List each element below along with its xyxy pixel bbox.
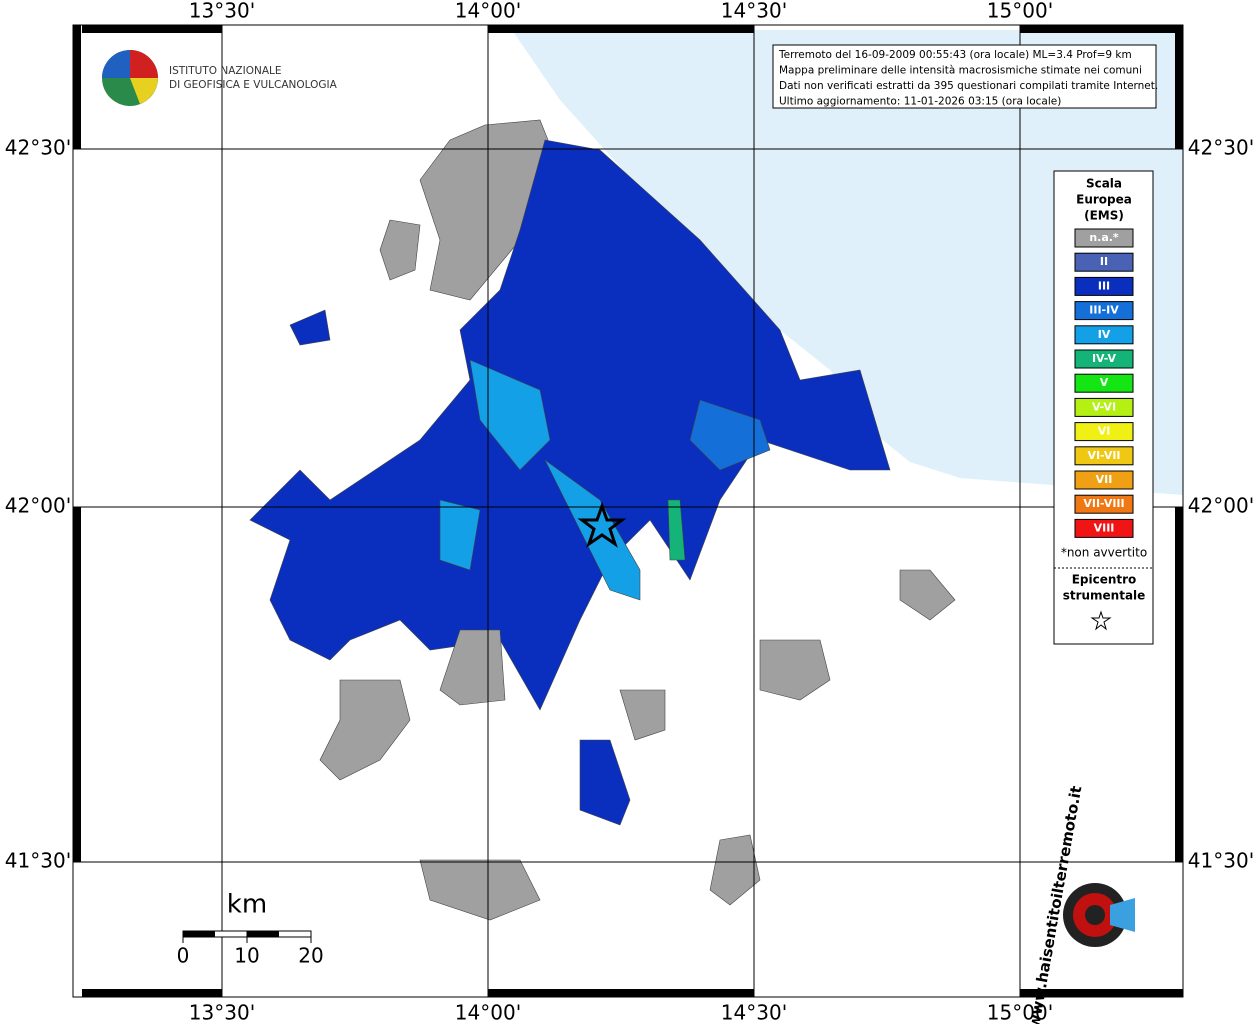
- legend-label: II: [1100, 255, 1108, 268]
- legend-swatch: [1074, 518, 1134, 538]
- iv-v-region: [667, 499, 686, 561]
- ingv-text: DI GEOFISICA E VULCANOLOGIA: [169, 79, 338, 91]
- info-line: Terremoto del 16-09-2009 00:55:43 (ora l…: [778, 49, 1132, 61]
- sea: [512, 30, 1183, 495]
- lon-label: 15°00': [987, 1001, 1053, 1025]
- scale-tick-label: 10: [234, 944, 259, 968]
- lon-label: 14°00': [455, 1001, 521, 1025]
- na-region: [439, 629, 506, 706]
- legend-label: VII-VIII: [1083, 497, 1124, 510]
- scale-segment: [247, 931, 279, 937]
- iii-region: [289, 309, 331, 346]
- legend-swatch: [1074, 276, 1134, 296]
- na-region: [619, 689, 666, 741]
- legend-swatch: [1074, 397, 1134, 417]
- iii-iv-region: [689, 399, 771, 471]
- lat-label: 42°30': [1188, 136, 1254, 160]
- map-frame: [72, 24, 1184, 998]
- legend-label: n.a.*: [1089, 231, 1119, 244]
- scale-segment: [183, 931, 215, 937]
- legend-note: *non avvertito: [1061, 546, 1147, 560]
- legend-label: VIII: [1094, 521, 1115, 534]
- legend-label: VI-VII: [1087, 449, 1120, 462]
- legend-title: (EMS): [1084, 209, 1124, 223]
- legend-label: IV: [1098, 328, 1111, 341]
- epicenter-star: [577, 501, 627, 548]
- legend-title: Europea: [1076, 193, 1132, 207]
- na-region: [759, 639, 831, 701]
- lat-label: 42°00': [1188, 494, 1254, 518]
- ingv-text: ISTITUTO NAZIONALE: [169, 65, 282, 77]
- legend-label: V-VI: [1092, 400, 1116, 413]
- legend-swatch: [1074, 301, 1134, 321]
- legend-swatch: [1074, 494, 1134, 514]
- scale-unit: km: [227, 890, 267, 920]
- legend-swatch: [1074, 373, 1134, 393]
- legend-swatch: [1074, 252, 1134, 272]
- legend-label: VI: [1098, 425, 1111, 438]
- legend-label: III: [1098, 279, 1110, 292]
- na-region: [419, 859, 541, 921]
- info-line: Ultimo aggiornamento: 11-01-2026 03:15 (…: [779, 96, 1061, 108]
- lon-label: 14°00': [455, 0, 521, 23]
- legend-swatch: [1074, 470, 1134, 490]
- legend-epicenter: strumentale: [1063, 589, 1146, 603]
- graticule: [73, 25, 1183, 997]
- lat-label: 41°30': [5, 849, 71, 873]
- lon-label: 13°30': [189, 1001, 255, 1025]
- info-line: Dati non verificati estratti da 395 ques…: [779, 80, 1158, 92]
- lon-label: 14°30': [721, 0, 787, 23]
- iii-region: [579, 739, 631, 826]
- legend-label: V: [1100, 376, 1109, 389]
- na-region: [899, 569, 956, 621]
- lat-label: 42°00': [5, 494, 71, 518]
- ingv-logo: [102, 50, 158, 106]
- info-line: Mappa preliminare delle intensità macros…: [779, 65, 1142, 77]
- na-region: [319, 679, 411, 781]
- legend-swatch: [1074, 349, 1134, 369]
- legend-swatch: [1074, 446, 1134, 466]
- iv-region: [469, 359, 551, 471]
- na-region: [709, 834, 761, 906]
- scale-tick-label: 0: [177, 944, 190, 968]
- lat-label: 42°30': [5, 136, 71, 160]
- scale-tick-label: 20: [298, 944, 323, 968]
- info-box: [772, 44, 1157, 109]
- lat-label: 41°30': [1188, 849, 1254, 873]
- na-region: [379, 219, 421, 281]
- legend-swatch: [1074, 422, 1134, 442]
- legend-label: IV-V: [1092, 352, 1117, 365]
- lon-label: 15°00': [987, 0, 1053, 23]
- legend-swatch: [1074, 228, 1134, 248]
- legend-swatch: [1074, 325, 1134, 345]
- lon-label: 14°30': [721, 1001, 787, 1025]
- legend-label: VII: [1096, 473, 1113, 486]
- legend-star: [1090, 610, 1112, 631]
- legend-label: III-IV: [1089, 304, 1119, 317]
- legend-title: Scala: [1086, 177, 1122, 191]
- lon-label: 13°30': [189, 0, 255, 23]
- legend-epicenter: Epicentro: [1072, 573, 1137, 587]
- hsit-logo: [1063, 883, 1135, 947]
